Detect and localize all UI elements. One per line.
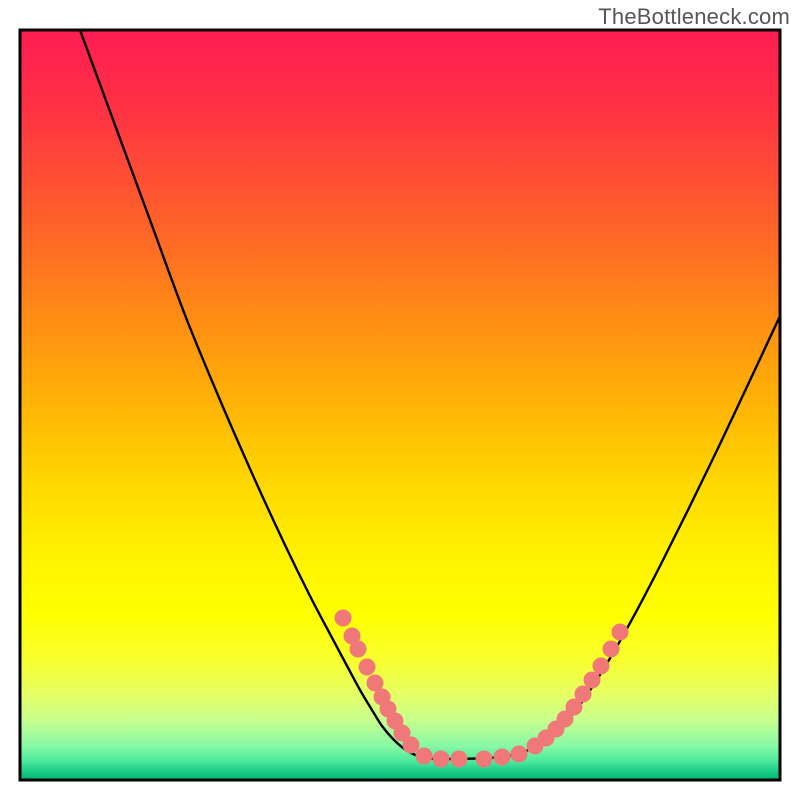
data-marker: [603, 641, 620, 658]
data-marker: [593, 658, 610, 675]
data-marker: [511, 746, 528, 763]
watermark-text: TheBottleneck.com: [598, 4, 790, 30]
data-marker: [403, 737, 420, 754]
bottleneck-curve-chart: [0, 0, 800, 800]
plot-background: [20, 30, 780, 780]
data-marker: [359, 659, 376, 676]
data-marker: [476, 751, 493, 768]
data-marker: [494, 749, 511, 766]
data-marker: [575, 686, 592, 703]
data-marker: [350, 641, 367, 658]
data-marker: [584, 672, 601, 689]
data-marker: [433, 751, 450, 768]
chart-frame: TheBottleneck.com: [0, 0, 800, 800]
data-marker: [612, 624, 629, 641]
data-marker: [416, 748, 433, 765]
data-marker: [451, 751, 468, 768]
data-marker: [335, 610, 352, 627]
